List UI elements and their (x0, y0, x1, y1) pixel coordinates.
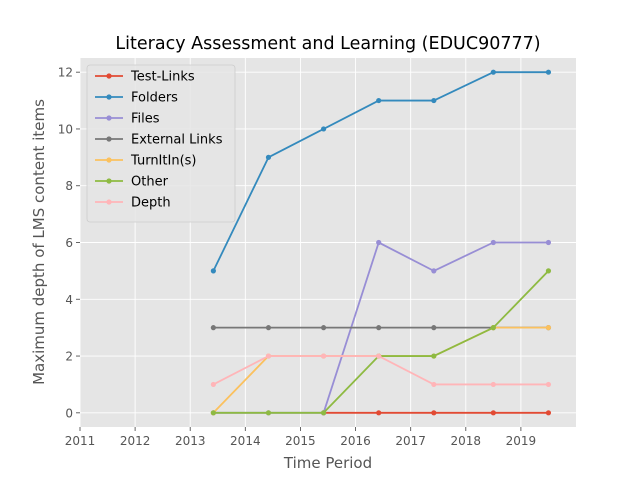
data-point (210, 410, 216, 416)
data-point (376, 325, 382, 331)
data-point (265, 325, 272, 331)
data-point (490, 325, 496, 331)
legend-item: TurnItIn(s) (95, 154, 196, 169)
x-tick-label: 2014 (230, 434, 261, 448)
data-point (431, 268, 437, 274)
legend-swatch-marker (106, 157, 112, 163)
data-point (545, 410, 552, 416)
data-point (490, 69, 496, 75)
data-point (320, 410, 327, 416)
legend-item: Files (95, 112, 160, 127)
y-tick-label: 0 (65, 406, 73, 420)
legend-swatch-marker (106, 115, 112, 121)
data-point (431, 353, 437, 359)
legend-label: Test-Links (130, 70, 195, 85)
data-point (376, 410, 382, 416)
y-axis-label: Maximum depth of LMS content items (30, 99, 48, 385)
legend-swatch-marker (106, 73, 112, 79)
x-tick-label: 2011 (65, 434, 96, 448)
x-tick-label: 2018 (451, 434, 482, 448)
legend-box (86, 64, 236, 223)
y-tick-label: 12 (58, 66, 73, 80)
data-point (376, 353, 382, 359)
data-point (431, 410, 437, 416)
series-folders (210, 69, 552, 274)
x-tick-label: 2015 (285, 434, 316, 448)
legend-item: Other (95, 175, 169, 190)
ticks: 2011 2012 2013 2014 2015 2016 2017 2018 2019 0 2 4 6… (58, 66, 536, 448)
data-point (320, 353, 327, 359)
legend-item: Depth (95, 196, 171, 211)
data-point (376, 239, 382, 246)
legend-label: Folders (131, 91, 178, 106)
x-tick-label: 2016 (340, 434, 371, 448)
legend-swatch-marker (106, 136, 112, 142)
y-tick-label: 4 (65, 293, 73, 307)
legend-swatch-marker (106, 94, 112, 100)
data-point (210, 381, 216, 388)
series-depth (210, 353, 552, 388)
data-point (431, 381, 437, 388)
data-point (320, 126, 327, 132)
data-point (210, 268, 216, 274)
x-tick-label: 2017 (395, 434, 426, 448)
data-point (545, 381, 552, 388)
x-tick-label: 2012 (120, 434, 151, 448)
data-point (265, 353, 272, 359)
data-point (431, 325, 437, 331)
y-tick-label: 2 (65, 350, 73, 364)
data-point (320, 325, 327, 331)
legend-label: Depth (131, 196, 171, 211)
data-point (490, 410, 496, 416)
chart-title: Literacy Assessment and Learning (EDUC90… (115, 34, 540, 54)
legend-label: TurnItIn(s) (130, 154, 196, 169)
x-tick-label: 2013 (175, 434, 206, 448)
data-point (545, 325, 552, 331)
data-point (545, 268, 552, 274)
data-point (431, 97, 437, 104)
legend-label: External Links (131, 133, 223, 148)
y-tick-label: 6 (65, 236, 73, 250)
data-point (490, 239, 496, 246)
legend-item: Folders (95, 91, 178, 106)
x-axis-label: Time Period (283, 454, 372, 472)
legend-item: Test-Links (95, 70, 195, 85)
legend-label: Files (131, 112, 160, 127)
y-tick-label: 10 (58, 122, 73, 136)
legend-item: External Links (95, 133, 223, 148)
data-point (376, 97, 382, 104)
legend: Test-Links Folders Files External Links Turn… (86, 64, 236, 223)
data-point (265, 410, 272, 416)
x-tick-label: 2019 (506, 434, 537, 448)
series-group (210, 69, 552, 416)
data-point (490, 381, 496, 388)
data-point (545, 239, 552, 246)
data-point (210, 325, 216, 331)
data-point (265, 154, 272, 160)
y-tick-label: 8 (65, 179, 73, 193)
legend-label: Other (131, 175, 169, 190)
legend-swatch-marker (106, 178, 112, 184)
legend-swatch-marker (106, 199, 112, 205)
data-point (545, 69, 552, 75)
